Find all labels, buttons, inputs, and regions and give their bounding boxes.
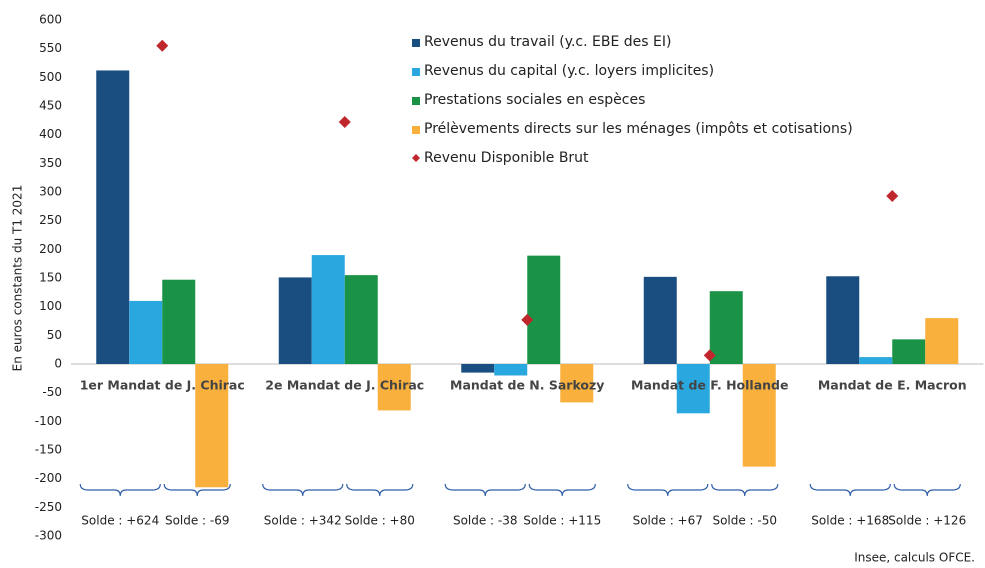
bar: [560, 364, 594, 403]
y-tick-label: 600: [39, 13, 62, 27]
bar: [494, 364, 528, 376]
x-tick-label: Mandat de E. Macron: [818, 378, 967, 393]
y-tick-label: 350: [39, 156, 62, 170]
brace: [163, 483, 231, 497]
legend-label: Revenus du capital (y.c. loyers implicit…: [424, 63, 714, 79]
bar: [709, 291, 743, 364]
y-tick-label: 300: [39, 185, 62, 199]
x-tick-label: 2e Mandat de J. Chirac: [265, 378, 424, 393]
rdb-marker: [703, 349, 716, 362]
rdb-marker: [886, 190, 899, 203]
solde-label: Solde : +67: [633, 514, 703, 528]
solde-label: Solde : +624: [81, 514, 159, 528]
bar: [96, 70, 130, 364]
y-tick-label: -200: [35, 471, 62, 485]
legend-label: Prestations sociales en espèces: [424, 92, 645, 108]
y-tick-label: 500: [39, 70, 62, 84]
solde-label: Solde : +342: [264, 514, 342, 528]
x-tick-label: 1er Mandat de J. Chirac: [80, 378, 245, 393]
source: Insee, calculs OFCE.: [854, 551, 975, 565]
x-tick-label: Mandat de F. Hollande: [631, 378, 788, 393]
y-axis-label: En euros constants du T1 2021: [11, 185, 25, 372]
y-tick-label: 50: [47, 328, 62, 342]
brace: [809, 483, 891, 497]
rdb-marker: [156, 39, 169, 52]
rdb-marker: [338, 116, 351, 129]
brace: [627, 483, 709, 497]
legend-marker: [412, 39, 420, 47]
solde-label: Solde : -38: [453, 514, 518, 528]
brace: [528, 483, 596, 497]
bar: [162, 279, 196, 364]
legend-marker: [412, 97, 420, 105]
brace: [444, 483, 526, 497]
y-tick-label: 150: [39, 271, 62, 285]
bar: [195, 364, 229, 488]
bar: [925, 318, 959, 364]
bar: [826, 276, 860, 364]
bar: [676, 364, 710, 414]
legend-marker: [412, 68, 420, 76]
y-tick-label: -250: [35, 500, 62, 514]
y-tick-label: 100: [39, 299, 62, 313]
bar: [344, 275, 378, 364]
solde-label: Solde : +115: [523, 514, 601, 528]
y-tick-label: 200: [39, 242, 62, 256]
bar: [859, 357, 893, 364]
rdb-marker: [521, 313, 534, 326]
legend-marker: [412, 126, 420, 134]
bar: [643, 276, 677, 364]
y-tick-label: 250: [39, 213, 62, 227]
solde-label: Solde : +168: [811, 514, 889, 528]
brace: [79, 483, 161, 497]
legend-marker: [412, 154, 420, 162]
y-tick-label: 0: [54, 357, 62, 371]
bar: [278, 277, 312, 364]
legend-label: Revenus du travail (y.c. EBE des EI): [424, 34, 671, 50]
y-tick-label: -150: [35, 443, 62, 457]
y-tick-label: 550: [39, 41, 62, 55]
solde-label: Solde : -50: [712, 514, 777, 528]
brace: [893, 483, 961, 497]
solde-label: Solde : -69: [165, 514, 230, 528]
x-tick-label: Mandat de N. Sarkozy: [450, 378, 604, 393]
y-tick-label: 450: [39, 99, 62, 113]
bar: [892, 339, 926, 364]
bar: [742, 364, 776, 467]
brace: [346, 483, 414, 497]
solde-label: Solde : +126: [888, 514, 966, 528]
bar: [129, 300, 163, 364]
y-tick-label: -50: [42, 385, 62, 399]
bar: [461, 364, 495, 373]
y-tick-label: 400: [39, 127, 62, 141]
y-tick-label: -300: [35, 529, 62, 543]
bar: [311, 255, 345, 364]
solde-label: Solde : +80: [345, 514, 415, 528]
brace: [711, 483, 779, 497]
legend-label: Prélèvements directs sur les ménages (im…: [424, 121, 853, 137]
bar: [377, 364, 411, 411]
y-tick-label: -100: [35, 414, 62, 428]
bar: [527, 255, 561, 364]
brace: [262, 483, 344, 497]
legend-label: Revenu Disponible Brut: [424, 150, 589, 166]
